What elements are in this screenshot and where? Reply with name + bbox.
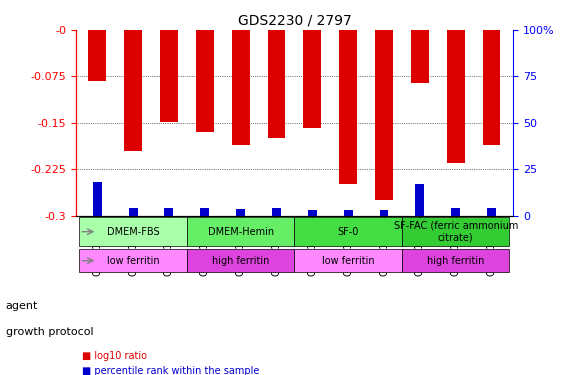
Bar bbox=[268, 30, 286, 138]
FancyBboxPatch shape bbox=[294, 249, 402, 273]
Text: DMEM-Hemin: DMEM-Hemin bbox=[208, 226, 273, 237]
Bar bbox=[164, 208, 174, 216]
Bar bbox=[272, 208, 281, 216]
Text: low ferritin: low ferritin bbox=[107, 256, 159, 266]
Title: GDS2230 / 2797: GDS2230 / 2797 bbox=[237, 13, 352, 27]
Text: DMEM-FBS: DMEM-FBS bbox=[107, 226, 159, 237]
Bar bbox=[483, 30, 500, 144]
Text: high ferritin: high ferritin bbox=[427, 256, 484, 266]
Bar bbox=[308, 210, 317, 216]
Bar bbox=[303, 30, 321, 128]
Text: SF-0: SF-0 bbox=[338, 226, 359, 237]
Bar bbox=[447, 30, 465, 163]
Bar bbox=[89, 30, 106, 81]
Bar bbox=[93, 182, 102, 216]
Bar bbox=[160, 30, 178, 122]
Bar bbox=[415, 184, 424, 216]
FancyBboxPatch shape bbox=[187, 217, 294, 246]
Bar bbox=[236, 209, 245, 216]
Bar bbox=[339, 30, 357, 183]
Bar bbox=[201, 208, 209, 216]
Bar bbox=[124, 30, 142, 151]
Text: ■ percentile rank within the sample: ■ percentile rank within the sample bbox=[82, 366, 259, 375]
FancyBboxPatch shape bbox=[187, 249, 294, 273]
FancyBboxPatch shape bbox=[294, 217, 402, 246]
Bar bbox=[231, 30, 250, 144]
Bar bbox=[196, 30, 214, 132]
Bar bbox=[375, 30, 393, 200]
FancyBboxPatch shape bbox=[402, 249, 510, 273]
Bar bbox=[380, 210, 388, 216]
Bar bbox=[451, 208, 460, 216]
Bar bbox=[487, 208, 496, 216]
Bar bbox=[411, 30, 429, 82]
Text: SF-FAC (ferric ammonium
citrate): SF-FAC (ferric ammonium citrate) bbox=[394, 221, 518, 243]
Bar bbox=[344, 210, 353, 216]
Bar bbox=[129, 208, 138, 216]
FancyBboxPatch shape bbox=[79, 217, 187, 246]
FancyBboxPatch shape bbox=[79, 249, 187, 273]
Text: high ferritin: high ferritin bbox=[212, 256, 269, 266]
Text: ■ log10 ratio: ■ log10 ratio bbox=[82, 351, 146, 361]
FancyBboxPatch shape bbox=[402, 217, 510, 246]
Text: growth protocol: growth protocol bbox=[6, 327, 93, 337]
Text: low ferritin: low ferritin bbox=[322, 256, 374, 266]
Text: agent: agent bbox=[6, 301, 38, 310]
